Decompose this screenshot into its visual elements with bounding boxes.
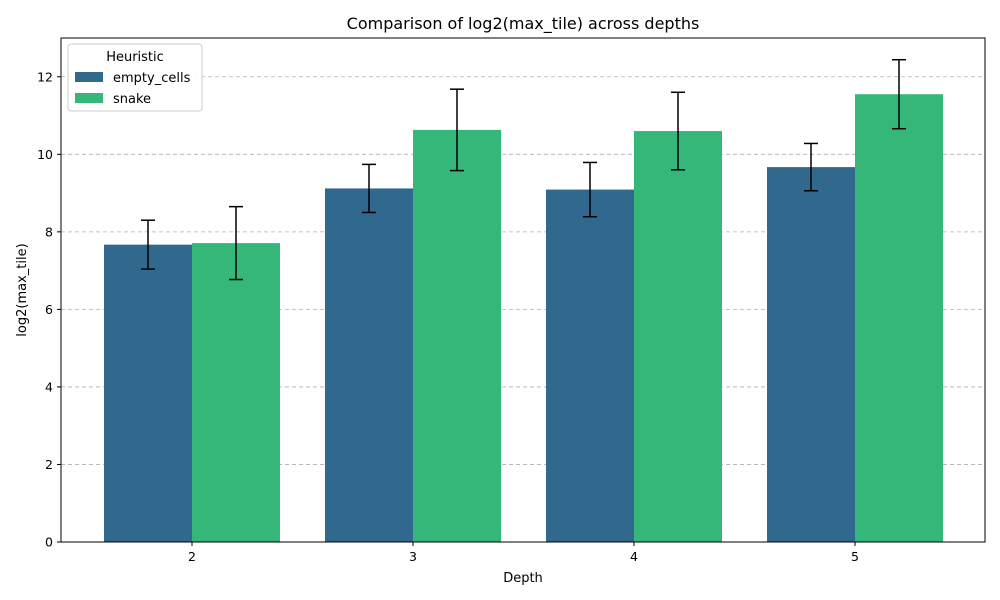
bar-snake-depth-3 <box>413 129 501 543</box>
x-tick-label: 3 <box>409 549 417 564</box>
x-tick-label: 4 <box>630 549 638 564</box>
bar-empty-cells-depth-4 <box>546 189 634 542</box>
x-axis-ticks: 2 3 4 5 <box>188 542 859 564</box>
y-tick-label: 4 <box>45 379 53 394</box>
y-tick-label: 12 <box>37 69 53 84</box>
x-axis-label: Depth <box>503 571 543 586</box>
y-tick-label: 10 <box>37 147 53 162</box>
bar-snake-depth-2 <box>192 243 280 542</box>
legend-title: Heuristic <box>106 50 164 65</box>
plot-frame <box>60 37 986 543</box>
y-axis-label: log2(max_tile) <box>15 243 30 336</box>
x-tick-label: 5 <box>851 549 859 564</box>
legend-label-empty-cells: empty_cells <box>113 71 191 86</box>
bar-empty-cells-depth-2 <box>104 244 192 542</box>
legend-swatch-empty-cells <box>75 72 103 82</box>
y-tick-label: 6 <box>45 302 53 317</box>
y-tick-label: 2 <box>45 457 53 472</box>
bar-snake-depth-4 <box>634 131 722 543</box>
bars <box>104 94 943 543</box>
legend-swatch-snake <box>75 93 103 103</box>
legend: Heuristic empty_cells snake <box>67 43 203 112</box>
bar-snake-depth-5 <box>855 94 943 542</box>
y-axis-ticks: 0 2 4 6 8 10 12 <box>37 69 61 550</box>
bar-empty-cells-depth-3 <box>325 188 413 542</box>
x-tick-label: 2 <box>188 549 196 564</box>
bar-empty-cells-depth-5 <box>767 167 855 542</box>
legend-label-snake: snake <box>113 92 151 107</box>
y-tick-label: 0 <box>45 535 53 550</box>
y-tick-label: 8 <box>45 224 53 239</box>
chart-title: Comparison of log2(max_tile) across dept… <box>347 14 700 34</box>
error-bars <box>141 58 906 281</box>
